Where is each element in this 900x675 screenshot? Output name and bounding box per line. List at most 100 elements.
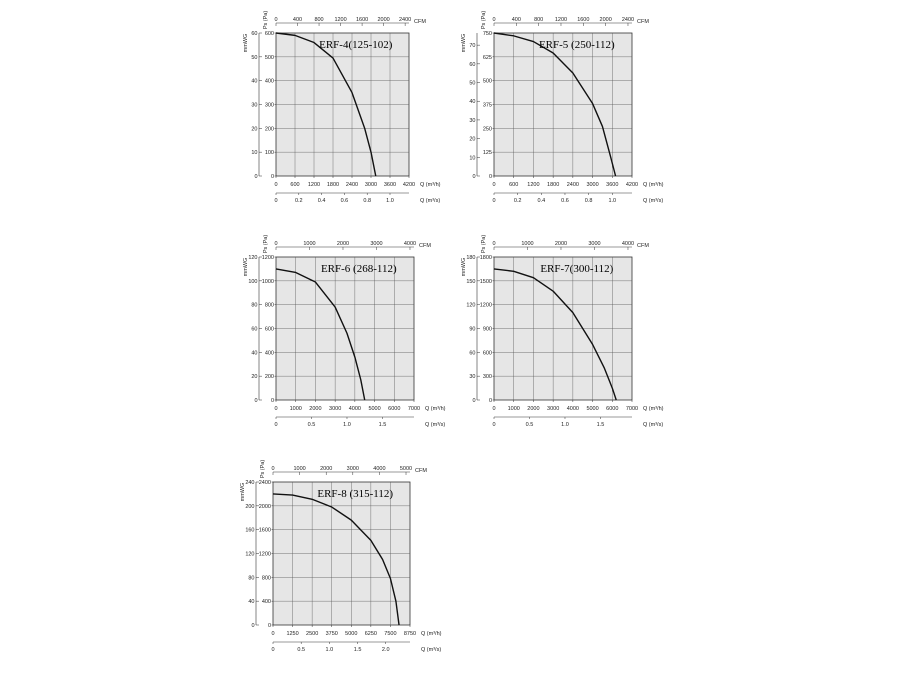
- y-pa-tick-label: 600: [265, 327, 274, 333]
- chart-title: ERF-6 (268-112): [321, 263, 397, 275]
- y-mm-tick-label: 80: [251, 303, 257, 309]
- x-primary-tick-label: 4200: [403, 182, 415, 188]
- y-mm-tick-label: 20: [469, 137, 475, 143]
- x-secondary-tick-label: 2.0: [382, 647, 390, 653]
- y-mm-tick-label: 200: [245, 504, 254, 510]
- x-primary-tick-label: 7000: [626, 406, 638, 412]
- y-mm-tick-label: 10: [251, 150, 257, 156]
- x-secondary-tick-label: 1.5: [379, 422, 387, 428]
- y-mm-axis-title: mmWG: [461, 34, 467, 53]
- top-cfm-tick-label: 1000: [293, 466, 305, 472]
- top-cfm-tick-label: 4000: [622, 241, 634, 247]
- y-mm-tick-label: 80: [248, 575, 254, 581]
- y-pa-tick-label: 375: [483, 103, 492, 109]
- y-mm-tick-label: 20: [251, 126, 257, 132]
- y-pa-tick-label: 625: [483, 55, 492, 61]
- y-pa-tick-label: 500: [483, 79, 492, 85]
- top-cfm-tick-label: 2400: [622, 17, 634, 23]
- x-secondary-tick-label: 0.4: [318, 198, 326, 204]
- x-secondary-unit: Q (m³/s): [643, 422, 663, 428]
- top-cfm-tick-label: 2000: [600, 17, 612, 23]
- x-secondary-tick-label: 0: [271, 647, 274, 653]
- x-secondary-tick-label: 0.5: [526, 422, 534, 428]
- x-secondary-tick-label: 0: [274, 422, 277, 428]
- y-pa-tick-label: 1000: [262, 279, 274, 285]
- y-pa-tick-label: 600: [483, 350, 492, 356]
- y-pa-tick-label: 500: [265, 55, 274, 61]
- top-cfm-tick-label: 400: [512, 17, 521, 23]
- y-pa-tick-label: 100: [265, 150, 274, 156]
- y-mm-tick-label: 40: [251, 350, 257, 356]
- chart-title: ERF-8 (315-112): [317, 488, 393, 500]
- fan-curve-line: [275, 268, 366, 401]
- x-primary-unit: Q (m³/h): [421, 631, 442, 637]
- y-pa-tick-label: 2000: [259, 504, 271, 510]
- y-mm-tick-label: 40: [469, 99, 475, 105]
- x-primary-tick-label: 6000: [388, 406, 400, 412]
- x-secondary-tick-label: 0.5: [297, 647, 305, 653]
- x-primary-tick-label: 3000: [547, 406, 559, 412]
- y-pa-axis-title: Ps (Pa): [481, 235, 487, 254]
- y-pa-tick-label: 250: [483, 126, 492, 132]
- chart-title: ERF-5 (250-112): [539, 39, 615, 51]
- x-primary-tick-label: 4000: [567, 406, 579, 412]
- top-cfm-tick-label: 0: [274, 241, 277, 247]
- x-primary-tick-label: 0: [274, 406, 277, 412]
- top-cfm-unit: CFM: [637, 243, 649, 249]
- y-pa-tick-label: 400: [265, 350, 274, 356]
- y-mm-tick-label: 20: [251, 374, 257, 380]
- x-primary-tick-label: 2500: [306, 631, 318, 637]
- y-mm-tick-label: 50: [251, 55, 257, 61]
- y-mm-tick-label: 50: [469, 81, 475, 87]
- x-primary-tick-label: 1200: [527, 182, 539, 188]
- top-cfm-tick-label: 800: [534, 17, 543, 23]
- x-secondary-tick-label: 0.8: [363, 198, 371, 204]
- x-primary-tick-label: 3600: [606, 182, 618, 188]
- x-secondary-tick-label: 0.5: [308, 422, 316, 428]
- y-pa-tick-label: 1200: [262, 255, 274, 261]
- top-cfm-unit: CFM: [415, 468, 427, 474]
- y-mm-tick-label: 150: [466, 279, 475, 285]
- top-cfm-tick-label: 1000: [521, 241, 533, 247]
- x-primary-tick-label: 4200: [626, 182, 638, 188]
- y-pa-tick-label: 1800: [480, 255, 492, 261]
- y-mm-tick-label: 100: [248, 279, 257, 285]
- y-mm-tick-label: 40: [251, 79, 257, 85]
- y-pa-tick-label: 800: [262, 575, 271, 581]
- x-secondary-tick-label: 0: [492, 422, 495, 428]
- y-mm-tick-label: 0: [254, 174, 257, 180]
- y-pa-tick-label: 125: [483, 150, 492, 156]
- x-secondary-tick-label: 0.2: [295, 198, 303, 204]
- x-secondary-tick-label: 0.8: [585, 198, 593, 204]
- y-pa-tick-label: 1200: [480, 303, 492, 309]
- top-cfm-unit: CFM: [637, 19, 649, 25]
- y-pa-tick-label: 300: [483, 374, 492, 380]
- x-primary-tick-label: 6000: [606, 406, 618, 412]
- x-primary-tick-label: 0: [492, 406, 495, 412]
- chart-4: 0 300 600 900 1200 1500 1800 0 30 60 90 120 150 180mm…: [461, 235, 664, 428]
- y-mm-tick-label: 60: [251, 31, 257, 37]
- y-mm-tick-label: 240: [245, 480, 254, 486]
- top-cfm-tick-label: 0: [492, 17, 495, 23]
- x-primary-tick-label: 5000: [586, 406, 598, 412]
- x-primary-tick-label: 6250: [365, 631, 377, 637]
- y-pa-tick-label: 0: [271, 398, 274, 404]
- x-primary-tick-label: 5000: [368, 406, 380, 412]
- y-pa-tick-label: 400: [265, 79, 274, 85]
- x-secondary-tick-label: 1.0: [343, 422, 351, 428]
- y-pa-tick-label: 200: [265, 126, 274, 132]
- chart-title: ERF-4(125-102): [319, 39, 393, 51]
- y-pa-tick-label: 800: [265, 303, 274, 309]
- x-secondary-tick-label: 1.5: [354, 647, 362, 653]
- top-cfm-tick-label: 3000: [370, 241, 382, 247]
- fan-curve-line: [493, 32, 617, 177]
- y-pa-tick-label: 2400: [259, 480, 271, 486]
- y-mm-tick-label: 0: [472, 174, 475, 180]
- y-pa-axis-title: Ps (Pa): [260, 460, 266, 479]
- y-mm-tick-label: 120: [248, 255, 257, 261]
- fan-curve-line: [275, 32, 377, 177]
- top-cfm-unit: CFM: [414, 19, 426, 25]
- top-cfm-tick-label: 2000: [337, 241, 349, 247]
- x-primary-tick-label: 3000: [329, 406, 341, 412]
